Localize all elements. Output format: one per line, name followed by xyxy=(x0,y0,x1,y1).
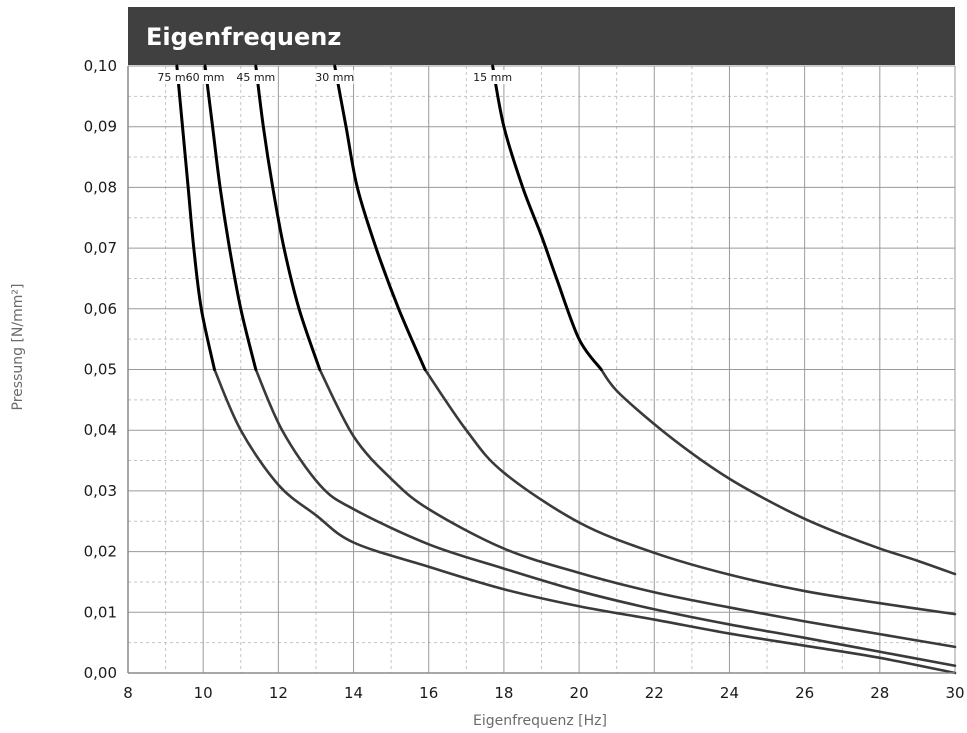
x-tick-label: 10 xyxy=(194,684,213,702)
x-tick-label: 8 xyxy=(123,684,133,702)
curve-75-mm-upper xyxy=(175,64,216,371)
x-tick-label: 24 xyxy=(720,684,739,702)
title-bar xyxy=(128,7,955,65)
curve-label-60-mm: 60 mm xyxy=(186,71,225,84)
curve-label-bg xyxy=(473,70,512,84)
y-tick-label: 0,10 xyxy=(84,57,117,75)
y-tick-label: 0,02 xyxy=(84,543,117,561)
y-tick-label: 0,07 xyxy=(84,239,117,257)
curve-label-bg xyxy=(236,70,275,84)
curve-60-mm-lower xyxy=(254,368,957,668)
y-tick-label: 0,09 xyxy=(84,118,117,136)
y-tick-label: 0,04 xyxy=(84,421,117,439)
chart-title: Eigenfrequenz xyxy=(146,23,341,51)
x-tick-labels: 8 10 12 14 16 18 20 22 24 26 28 30 xyxy=(123,684,964,702)
x-tick-label: 18 xyxy=(494,684,513,702)
curve-label-30-mm: 30 mm xyxy=(315,71,354,84)
y-tick-labels: 0,00 0,01 0,02 0,03 0,04 0,05 0,06 0,07 0,08 0,09… xyxy=(84,57,117,682)
y-tick-label: 0,00 xyxy=(84,664,117,682)
curves xyxy=(175,64,957,675)
minor-grid xyxy=(128,66,955,673)
curve-15-mm-lower xyxy=(599,368,957,576)
y-tick-label: 0,05 xyxy=(84,361,117,379)
y-axis-title: Pressung [N/mm²] xyxy=(10,284,26,411)
curve-label-15-mm: 15 mm xyxy=(473,71,512,84)
x-tick-label: 28 xyxy=(870,684,889,702)
y-tick-label: 0,01 xyxy=(84,603,117,621)
y-tick-label: 0,03 xyxy=(84,482,117,500)
curve-45-mm-upper xyxy=(254,64,322,371)
x-axis-title: Eigenfrequenz [Hz] xyxy=(473,713,607,729)
curve-label-bg xyxy=(315,70,354,84)
curve-60-mm-upper xyxy=(203,64,258,371)
x-tick-label: 22 xyxy=(645,684,664,702)
x-tick-label: 16 xyxy=(419,684,438,702)
curve-label-45-mm: 45 mm xyxy=(236,71,275,84)
y-tick-label: 0,08 xyxy=(84,178,117,196)
x-tick-label: 30 xyxy=(945,684,964,702)
x-tick-label: 12 xyxy=(269,684,288,702)
x-tick-label: 26 xyxy=(795,684,814,702)
x-tick-label: 14 xyxy=(344,684,363,702)
curve-label-bg xyxy=(186,70,225,84)
curve-15-mm-upper xyxy=(491,64,603,371)
curve-45-mm-lower xyxy=(318,368,957,649)
curve-30-mm-upper xyxy=(333,64,427,371)
curve-30-mm-lower xyxy=(423,368,957,616)
x-tick-label: 20 xyxy=(570,684,589,702)
curve-75-mm-lower xyxy=(213,368,957,675)
y-tick-label: 0,06 xyxy=(84,300,117,318)
